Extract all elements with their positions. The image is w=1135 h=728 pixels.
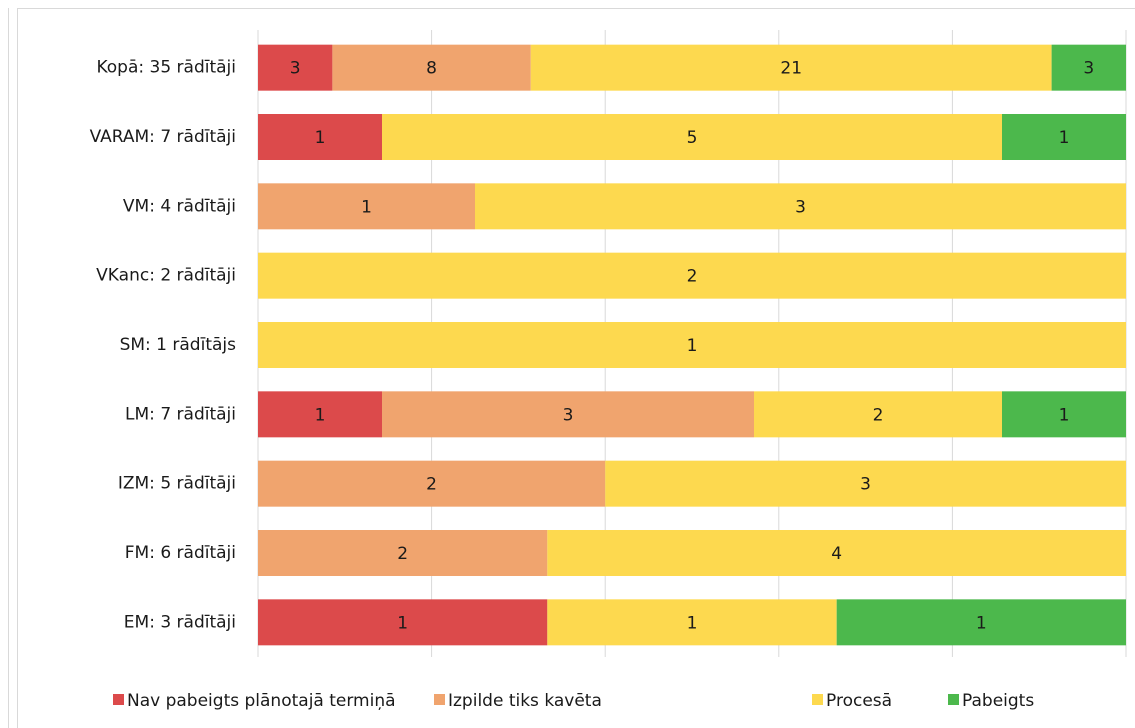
data-label: 4 bbox=[831, 544, 842, 564]
data-label: 1 bbox=[361, 197, 372, 217]
bar-segment bbox=[530, 44, 1052, 91]
bar-segment bbox=[754, 391, 1002, 438]
y-tick-label: VM: 4 rādītāji bbox=[123, 196, 236, 216]
data-label: 1 bbox=[1059, 405, 1070, 425]
bar-segment bbox=[258, 460, 606, 507]
legend-swatch bbox=[812, 694, 823, 705]
legend-label: Izpilde tiks kavēta bbox=[448, 691, 602, 711]
data-label: 1 bbox=[687, 336, 698, 356]
y-tick-label: FM: 6 rādītāji bbox=[125, 543, 236, 563]
bar-segment bbox=[547, 599, 837, 646]
data-label: 1 bbox=[976, 613, 987, 633]
bar-segment bbox=[475, 183, 1126, 230]
bar-segment bbox=[258, 322, 1126, 368]
data-label: 2 bbox=[426, 475, 437, 495]
data-label: 2 bbox=[687, 267, 698, 287]
data-label: 1 bbox=[397, 613, 408, 633]
bar-segment bbox=[605, 460, 1126, 507]
bar-segment bbox=[1002, 114, 1126, 160]
legend-swatch bbox=[948, 694, 959, 705]
bar-segment bbox=[258, 530, 548, 576]
y-tick-label: IZM: 5 rādītāji bbox=[118, 474, 236, 494]
bar-segment bbox=[258, 183, 475, 230]
bar-segment bbox=[547, 530, 1126, 576]
data-label: 1 bbox=[315, 405, 326, 425]
data-label: 21 bbox=[780, 59, 802, 79]
data-label: 8 bbox=[426, 59, 437, 79]
bar-segment bbox=[382, 114, 1002, 160]
y-tick-label: Kopā: 35 rādītāji bbox=[96, 58, 236, 78]
bar-segment bbox=[258, 252, 1126, 299]
data-label: 1 bbox=[1059, 128, 1070, 148]
y-tick-label: LM: 7 rādītāji bbox=[125, 404, 236, 424]
bar-segment bbox=[382, 391, 754, 438]
bar-segment bbox=[1051, 44, 1126, 91]
data-label: 3 bbox=[563, 405, 574, 425]
data-label: 3 bbox=[290, 59, 301, 79]
bar-segment bbox=[258, 44, 333, 91]
bar-segment bbox=[258, 599, 548, 646]
y-tick-label: SM: 1 rādītājs bbox=[120, 335, 237, 355]
data-label: 2 bbox=[873, 405, 884, 425]
data-label: 3 bbox=[795, 197, 806, 217]
legend-label: Pabeigts bbox=[962, 691, 1034, 711]
bar-segment bbox=[836, 599, 1126, 646]
legend-swatch bbox=[434, 694, 445, 705]
bar-segment bbox=[1002, 391, 1126, 438]
bar-segment bbox=[258, 114, 382, 160]
data-label: 3 bbox=[860, 475, 871, 495]
y-tick-label: VKanc: 2 rādītāji bbox=[96, 266, 236, 286]
legend-label: Procesā bbox=[826, 691, 892, 711]
data-label: 1 bbox=[315, 128, 326, 148]
legend-label: Nav pabeigts plānotajā termiņā bbox=[127, 691, 396, 711]
data-label: 5 bbox=[687, 128, 698, 148]
y-tick-label: EM: 3 rādītāji bbox=[124, 612, 236, 632]
data-label: 2 bbox=[397, 544, 408, 564]
data-label: 3 bbox=[1083, 59, 1094, 79]
legend-swatch bbox=[113, 694, 124, 705]
data-label: 1 bbox=[687, 613, 698, 633]
bar-segment bbox=[332, 44, 531, 91]
bar-segment bbox=[258, 391, 382, 438]
y-tick-label: VARAM: 7 rādītāji bbox=[90, 127, 236, 147]
